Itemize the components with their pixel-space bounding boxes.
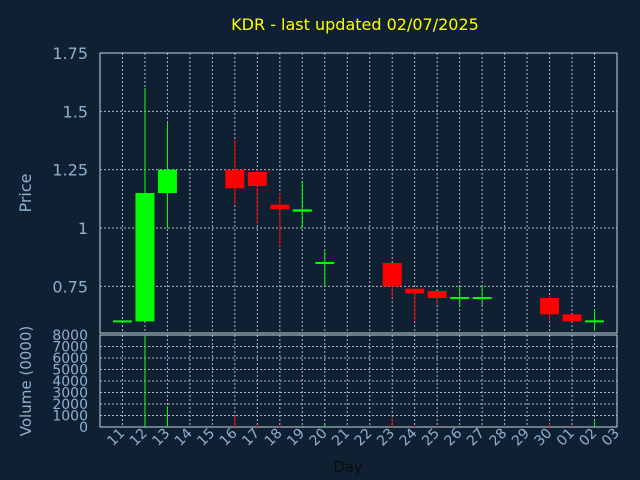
- volume-bars: [144, 335, 596, 427]
- candle-body: [562, 314, 582, 322]
- price-axis-label: Price: [16, 173, 35, 212]
- candle-body: [405, 288, 425, 294]
- candles: [112, 88, 605, 331]
- candle-body: [292, 209, 312, 212]
- price-tick-labels: 0.75 1 1.25 1.5 1.75: [52, 44, 88, 296]
- x-axis-label: Day: [333, 458, 363, 476]
- price-panel: 0.75 1 1.25 1.5 1.75 Price: [16, 44, 618, 334]
- volume-gridlines: [100, 335, 617, 427]
- candle-body: [157, 169, 177, 193]
- volume-tick-label: 3000: [52, 386, 88, 402]
- volume-tick-label: 8000: [52, 328, 88, 344]
- price-tick-label: 1.75: [52, 44, 88, 63]
- volume-tick-label: 7000: [52, 340, 88, 356]
- volume-tick-label: 2000: [52, 397, 88, 413]
- candle-body: [382, 263, 402, 287]
- day-tick-labels: 1112131415161718192021222324252627282930…: [104, 425, 622, 449]
- volume-tick-label: 0: [79, 420, 88, 436]
- candle-body: [270, 204, 290, 210]
- price-plot-area: [99, 52, 618, 334]
- volume-tick-label: 6000: [52, 351, 88, 367]
- candle-body: [135, 193, 155, 322]
- price-tick-label: 1: [78, 219, 88, 238]
- volume-tick-label: 1000: [52, 409, 88, 425]
- price-tick-label: 0.75: [52, 277, 88, 296]
- candle-body: [225, 169, 245, 189]
- volume-tick-label: 4000: [52, 374, 88, 390]
- candle-body: [427, 291, 447, 298]
- volume-tick-label: 5000: [52, 363, 88, 379]
- candle-body: [247, 172, 267, 186]
- volume-axis-label: Volume (0000): [17, 326, 35, 436]
- chart-title: KDR - last updated 02/07/2025: [231, 15, 479, 34]
- price-tick-label: 1.25: [52, 161, 88, 180]
- price-tick-label: 1.5: [63, 102, 88, 121]
- candle-body: [540, 298, 560, 315]
